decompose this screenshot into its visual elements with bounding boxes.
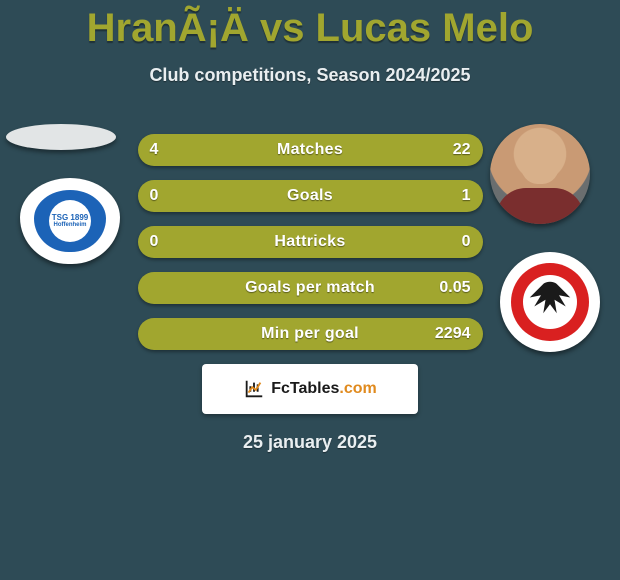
eagle-icon [523,275,577,329]
player-left-avatar [6,124,116,150]
stat-row: 0 Goals 1 [138,180,483,212]
stat-label: Min per goal [261,325,359,343]
stat-right-value: 1 [462,180,471,212]
comparison-title: HranÃ¡Ä vs Lucas Melo [0,0,620,51]
stats-table: 4 Matches 22 0 Goals 1 0 Hattricks 0 Goa… [138,134,483,350]
stat-left-value: 0 [150,226,159,258]
stat-label: Hattricks [274,233,345,251]
hoffenheim-shield-icon: TSG 1899 Hoffenheim [20,178,120,264]
snapshot-date: 25 january 2025 [0,432,620,453]
stat-row: Goals per match 0.05 [138,272,483,304]
stat-right-value: 0.05 [439,272,470,304]
stat-left-value: 0 [150,180,159,212]
brand-domain: .com [339,380,376,397]
stat-row: Min per goal 2294 [138,318,483,350]
brand-name: FcTables [271,380,339,397]
brand-text: FcTables.com [271,380,377,398]
stat-row: 0 Hattricks 0 [138,226,483,258]
stat-row: 4 Matches 22 [138,134,483,166]
stat-right-value: 0 [462,226,471,258]
club-left-text-bottom: Hoffenheim [54,222,87,228]
stat-label: Matches [277,141,343,159]
brand-badge[interactable]: FcTables.com [202,364,418,414]
comparison-subtitle: Club competitions, Season 2024/2025 [0,65,620,86]
stat-right-value: 2294 [435,318,471,350]
club-left-badge: TSG 1899 Hoffenheim [20,178,120,264]
club-left-text-top: TSG 1899 [52,214,88,222]
bar-chart-icon [243,378,265,400]
club-right-badge [500,252,600,352]
player-right-avatar [490,124,590,224]
stat-left-value: 4 [150,134,159,166]
stat-label: Goals [287,187,333,205]
stat-label: Goals per match [245,279,375,297]
stat-right-value: 22 [453,134,471,166]
